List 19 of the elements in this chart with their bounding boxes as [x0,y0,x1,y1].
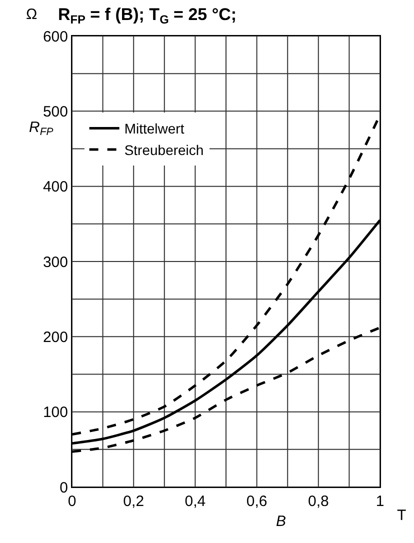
y-tick-label: 200 [42,328,68,346]
text: Ω [26,6,38,23]
y-tick-label: 500 [42,103,68,120]
legend-label: Mittelwert [124,120,184,137]
x-axis-title: B [276,513,286,530]
y-tick-label: 100 [42,404,68,422]
x-tick-label: 0,8 [308,493,329,510]
x-tick-label: 0,2 [123,493,144,510]
chart-title: R$_{FP}$ = f (B); T$_{G}$ = 25 °C; [58,5,237,27]
y-tick-label: 300 [42,254,68,271]
y-tick-label: 0 [60,479,68,496]
x-tick-label: 1 [376,493,384,510]
legend-label: Streubereich [124,142,204,158]
x-tick-label: 0,4 [184,493,206,510]
text: T [397,507,406,524]
y-tick-label: 400 [42,178,68,196]
x-tick-label: 0,6 [246,493,268,510]
y-axis-title: R$_{FP}$ [29,119,54,138]
y-tick-label: 600 [42,28,68,46]
